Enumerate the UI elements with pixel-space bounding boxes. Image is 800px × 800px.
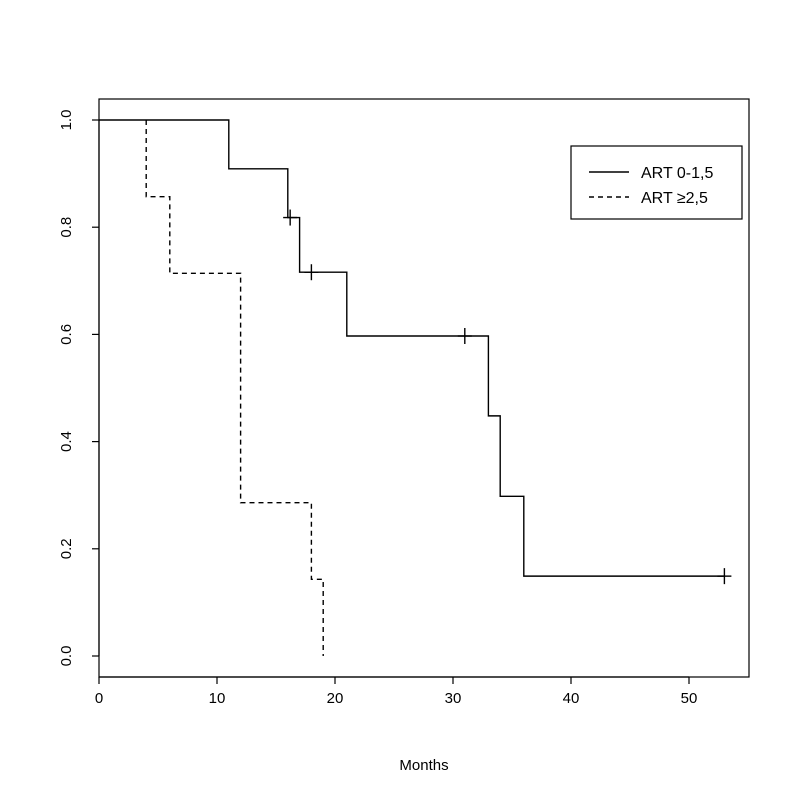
y-tick-label: 0.2 [58,538,75,559]
x-axis-label: Months [399,757,448,774]
x-tick-label: 10 [209,690,226,707]
legend-label-1: ART ≥2,5 [641,190,708,207]
y-tick-label: 1.0 [58,110,75,131]
x-tick-label: 0 [95,690,103,707]
y-tick-label: 0.4 [58,431,75,452]
x-tick-label: 40 [563,690,580,707]
x-tick-label: 20 [327,690,344,707]
series-line-0 [99,119,725,577]
y-tick-label: 0.6 [58,324,75,345]
series-line-1 [145,120,324,656]
y-tick-label: 0.8 [58,217,75,238]
legend-label-0: ART 0-1,5 [641,165,713,182]
legend-box [570,145,743,220]
x-tick-label: 50 [681,690,698,707]
x-tick-label: 30 [445,690,462,707]
y-tick-label: 0.0 [58,646,75,667]
